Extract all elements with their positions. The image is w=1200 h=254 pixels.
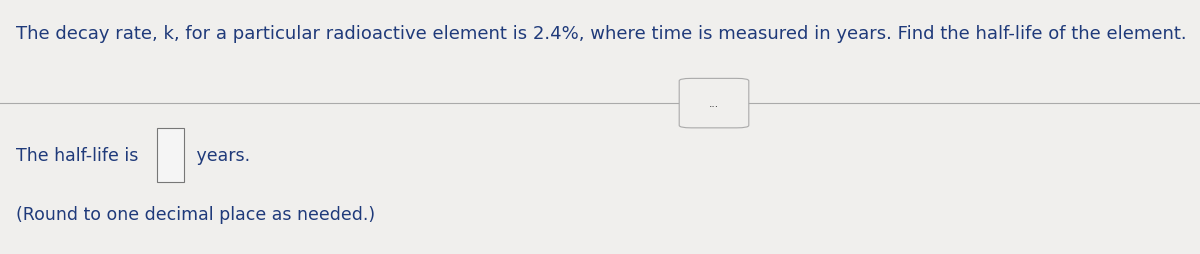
- Text: The half-life is: The half-life is: [16, 147, 144, 164]
- FancyBboxPatch shape: [157, 128, 184, 183]
- Text: (Round to one decimal place as needed.): (Round to one decimal place as needed.): [16, 206, 374, 224]
- FancyBboxPatch shape: [679, 79, 749, 128]
- Text: years.: years.: [191, 147, 250, 164]
- Text: The decay rate, k, for a particular radioactive element is 2.4%, where time is m: The decay rate, k, for a particular radi…: [16, 25, 1187, 43]
- Text: ...: ...: [709, 99, 719, 109]
